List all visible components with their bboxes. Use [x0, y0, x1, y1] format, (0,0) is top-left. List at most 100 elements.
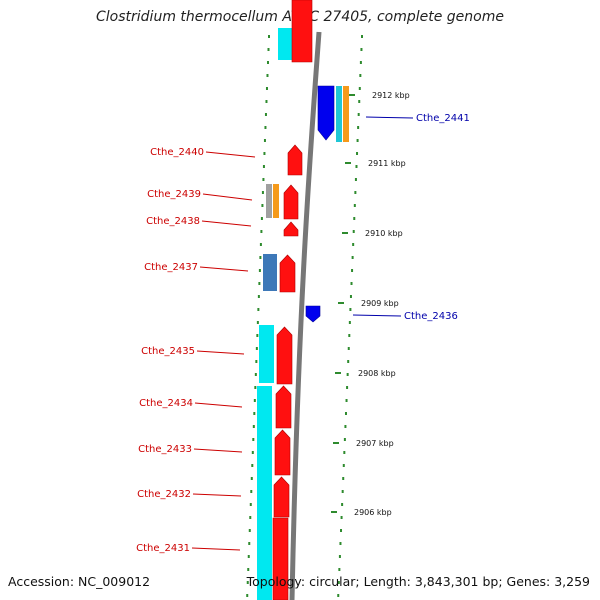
- ruler-dot: [251, 451, 254, 454]
- tick-label: 2912 kbp: [372, 91, 410, 100]
- ruler-dot: [338, 568, 341, 571]
- label-leader: [193, 448, 243, 453]
- gene-label[interactable]: Cthe_2441: [416, 113, 470, 124]
- forward-cds-arrow: [287, 144, 303, 176]
- ruler-dot: [246, 581, 249, 584]
- tick-label: 2907 kbp: [356, 439, 394, 448]
- gene-labels: Cthe_2440 Cthe_2439 Cthe_2438 Cthe_2437 Cthe…: [136, 113, 470, 554]
- tick-mark: [331, 511, 337, 513]
- forward-cds-arrow: [273, 476, 290, 518]
- gene-label[interactable]: Cthe_2435: [141, 346, 195, 357]
- ruler-dot: [349, 295, 352, 298]
- cyan-feature: [336, 86, 342, 142]
- ruler-dot: [351, 256, 354, 259]
- ruler-dot: [344, 425, 347, 428]
- ruler-dot: [356, 152, 359, 155]
- orf-track: [257, 28, 293, 600]
- ruler-dot: [352, 230, 355, 233]
- reverse-cds-track: [305, 85, 335, 323]
- reverse-cds-arrow: [317, 85, 335, 141]
- gene-label[interactable]: Cthe_2438: [146, 216, 200, 227]
- ruler-dot: [247, 568, 250, 571]
- ruler-dot: [259, 256, 262, 259]
- tick-mark: [338, 302, 344, 304]
- ruler-dot: [257, 295, 260, 298]
- ruler-dot: [264, 113, 267, 116]
- ruler-dot: [260, 230, 263, 233]
- ruler-dot: [343, 438, 346, 441]
- gene-label[interactable]: Cthe_2434: [139, 398, 193, 409]
- forward-cds-arrow: [283, 221, 299, 237]
- ruler-dot: [340, 516, 343, 519]
- reverse-cds-arrow: [305, 305, 321, 323]
- ruler-dots: [246, 35, 363, 597]
- forward-cds-track: [272, 0, 313, 600]
- forward-cds-arrow: [283, 184, 299, 220]
- orange-feature: [273, 184, 279, 218]
- ruler-dot: [357, 113, 360, 116]
- label-leader: [192, 493, 242, 497]
- label-leader: [199, 266, 249, 272]
- ruler-dot: [256, 321, 259, 324]
- label-leader: [365, 116, 414, 119]
- gene-label[interactable]: Cthe_2432: [137, 489, 191, 500]
- ruler-dot: [338, 555, 341, 558]
- ruler-dot: [247, 555, 250, 558]
- ruler-dot: [343, 451, 346, 454]
- ruler-dot: [250, 477, 253, 480]
- ruler-dot: [361, 35, 363, 38]
- ruler-dot: [264, 126, 267, 129]
- accession-text: Accession: NC_009012: [8, 574, 151, 589]
- ruler-dot: [246, 594, 249, 597]
- ruler-dot: [346, 373, 349, 376]
- ruler-dot: [344, 412, 347, 415]
- forward-cds-arrow: [272, 517, 289, 600]
- forward-cds-arrow: [274, 429, 291, 476]
- forward-cds-arrow: [275, 385, 292, 429]
- ruler-dot: [342, 464, 345, 467]
- tick-labels: 2912 kbp 2911 kbp 2910 kbp 2909 kbp 2908 kbp…: [331, 91, 410, 517]
- label-leader: [201, 220, 252, 227]
- ruler-dot: [253, 399, 256, 402]
- gene-label[interactable]: Cthe_2437: [144, 262, 198, 273]
- ruler-dot: [255, 360, 258, 363]
- tick-mark: [342, 232, 348, 234]
- tick-label: 2906 kbp: [354, 508, 392, 517]
- label-leader: [196, 350, 245, 355]
- ruler-dot: [258, 269, 261, 272]
- ruler-dot: [341, 503, 344, 506]
- tick-label: 2910 kbp: [365, 229, 403, 238]
- ruler-dot: [358, 87, 361, 90]
- gene-label[interactable]: Cthe_2439: [147, 189, 201, 200]
- ruler-dot: [260, 217, 263, 220]
- tick-mark: [335, 372, 341, 374]
- ruler-dot: [352, 243, 355, 246]
- tick-label: 2908 kbp: [358, 369, 396, 378]
- ruler-dot: [342, 477, 345, 480]
- tick-mark: [345, 162, 351, 164]
- ruler-dot: [268, 35, 270, 38]
- ruler-dot: [255, 347, 258, 350]
- ruler-dot: [258, 282, 261, 285]
- ruler-dot: [248, 529, 251, 532]
- gene-label[interactable]: Cthe_2431: [136, 543, 190, 554]
- ruler-dot: [249, 516, 252, 519]
- gene-label[interactable]: Cthe_2436: [404, 311, 458, 322]
- label-leader: [352, 314, 402, 317]
- ruler-dot: [358, 100, 361, 103]
- gene-label[interactable]: Cthe_2433: [138, 444, 192, 455]
- ruler-dot: [265, 87, 268, 90]
- ruler-dot: [254, 373, 257, 376]
- ruler-dot: [348, 321, 351, 324]
- ruler-dot: [263, 152, 266, 155]
- forward-cds-arrow: [276, 326, 293, 385]
- ruler-dot: [356, 139, 359, 142]
- gene-label[interactable]: Cthe_2440: [150, 147, 204, 158]
- ruler-dot: [265, 100, 268, 103]
- ruler-dot: [252, 438, 255, 441]
- tick-mark: [333, 442, 339, 444]
- ruler-dot: [251, 464, 254, 467]
- genome-summary-text: Topology: circular; Length: 3,843,301 bp…: [246, 574, 590, 589]
- ruler-dot: [347, 360, 350, 363]
